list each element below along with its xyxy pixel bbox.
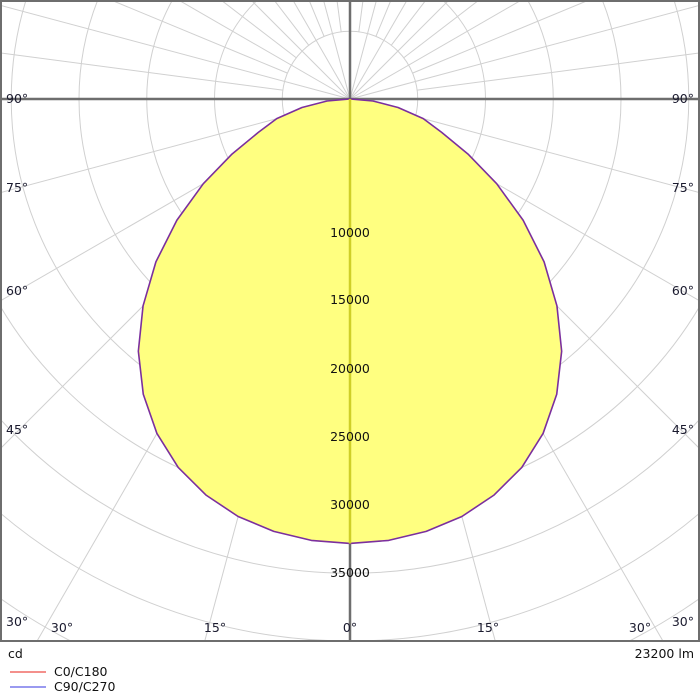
grid-spoke-fine: [358, 0, 364, 32]
grid-spoke-120: [349, 0, 523, 100]
total-flux-label: 23200 lm: [634, 646, 694, 661]
radial-tick-label: 20000: [330, 361, 370, 376]
angle-label-bottom: 15°: [477, 620, 499, 635]
angle-label-bottom: 0°: [343, 620, 357, 635]
grid-spoke-fine: [403, 0, 480, 59]
angle-label-bottom: 30°: [51, 620, 73, 635]
grid-spoke-fine: [220, 0, 297, 59]
angle-label-bottom: 15°: [204, 620, 226, 635]
grid-spoke-150: [349, 0, 408, 100]
plot-frame: 10000 15000 20000 25000 30000 35000 90° 75° 60°…: [0, 0, 700, 642]
angle-label-right: 60°: [672, 283, 694, 298]
chart-footer: cd 23200 lm C0/C180 C90/C270: [0, 642, 700, 700]
grid-spoke-fine: [0, 52, 283, 91]
angle-label-left: 30°: [6, 614, 28, 629]
angle-label-right: 30°: [672, 614, 694, 629]
grid-spoke--75: [0, 98, 351, 194]
grid-spoke-fine: [308, 0, 325, 37]
angle-label-bottom: 30°: [629, 620, 651, 635]
grid-spoke--105: [0, 4, 351, 100]
grid-spoke-fine: [412, 0, 591, 74]
legend-label-c0-c180: C0/C180: [54, 664, 108, 679]
legend-item-c0-c180: C0/C180: [10, 664, 115, 679]
grid-spoke-fine: [109, 0, 288, 74]
plot-border: [0, 0, 700, 642]
angle-label-right: 45°: [672, 422, 694, 437]
grid-spoke-fine: [417, 52, 700, 91]
angle-label-right: 75°: [672, 180, 694, 195]
radial-tick-label: 25000: [330, 429, 370, 444]
grid-spoke-fine: [390, 0, 427, 46]
legend-item-c90-c270: C90/C270: [10, 679, 115, 694]
legend: C0/C180 C90/C270: [10, 664, 115, 694]
radial-tick-labels: 10000 15000 20000 25000 30000 35000: [330, 225, 370, 580]
grid-spoke-105: [349, 4, 700, 100]
grid-spoke-fine: [273, 0, 310, 46]
legend-swatch-c0-c180: [10, 670, 46, 673]
unit-label: cd: [8, 646, 23, 661]
angle-label-right: 90°: [672, 91, 694, 106]
legend-swatch-c90-c270: [10, 685, 46, 688]
radial-tick-label: 10000: [330, 225, 370, 240]
grid-spoke-fine: [375, 0, 392, 37]
grid-spoke-fine: [336, 0, 342, 32]
polar-plot-canvas: 10000 15000 20000 25000 30000 35000 90° 75° 60°…: [0, 0, 700, 642]
angle-label-left: 75°: [6, 180, 28, 195]
angle-label-left: 90°: [6, 91, 28, 106]
angle-tick-labels: 90° 75° 60° 45° 30° 90° 75° 60° 45° 30° 15° 0° 15° 30…: [6, 91, 694, 635]
angle-label-left: 45°: [6, 422, 28, 437]
radial-tick-label: 30000: [330, 497, 370, 512]
legend-label-c90-c270: C90/C270: [54, 679, 116, 694]
grid-spoke-75: [349, 98, 700, 194]
grid-spoke-135: [349, 0, 450, 100]
angle-label-left: 60°: [6, 283, 28, 298]
light-distribution-curve: [137, 98, 563, 545]
grid-spoke--150: [292, 0, 351, 100]
grid-spoke--135: [250, 0, 351, 100]
radial-tick-label: 35000: [330, 565, 370, 580]
radial-tick-label: 15000: [330, 292, 370, 307]
grid-spoke--120: [177, 0, 351, 100]
